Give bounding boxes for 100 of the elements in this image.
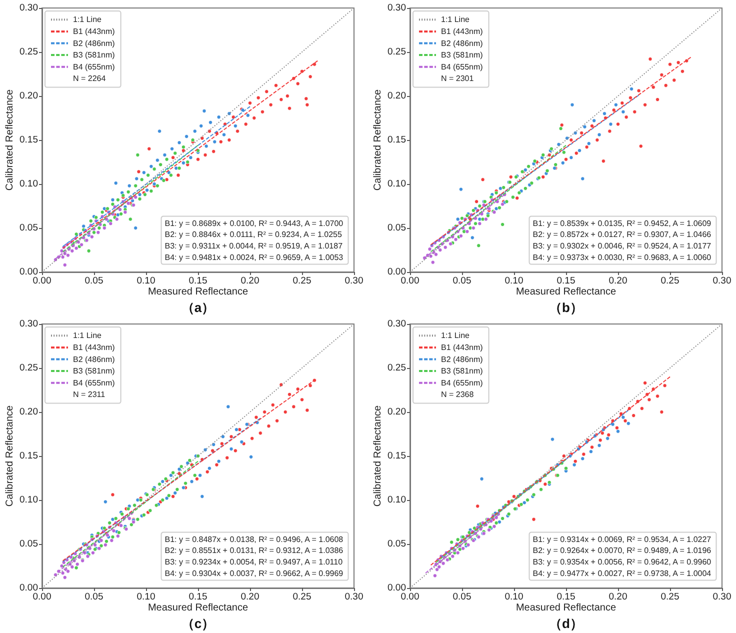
x-tick-label: 0.10 — [504, 276, 524, 286]
annotation: B4: y = 0.9304x + 0.0037, R² = 0.9662, A = 0.9969 — [164, 568, 344, 578]
annotation: B4: y = 0.9477x + 0.0027, R² = 0.9738, A = 1.0004 — [532, 568, 712, 578]
x-axis-title: Measured Reflectance — [148, 602, 248, 614]
x-tick-label: 0.15 — [556, 592, 576, 602]
x-tick-label: 0.20 — [608, 592, 628, 602]
annotation: B3: y = 0.9302x + 0.0046, R² = 0.9524, A = 1.0177 — [532, 242, 712, 251]
x-tick-label: 0.15 — [188, 276, 208, 286]
annotation: B2: y = 0.8572x + 0.0127, R² = 0.9307, A = 1.0466 — [532, 230, 712, 240]
legend-label: B4 (655nm) — [441, 378, 484, 388]
x-tick-label: 0.05 — [452, 592, 472, 602]
annotation: B4: y = 0.9373x + 0.0030, R² = 0.9683, A = 1.0060 — [532, 252, 712, 262]
y-tick-label: 0.15 — [388, 450, 406, 462]
y-axis-title: Calibrated Reflectance — [372, 88, 384, 191]
legend-label: B2 (486nm) — [441, 38, 484, 48]
annotation: N = 2368 — [441, 390, 474, 400]
y-tick-label: 0.30 — [388, 318, 406, 330]
legend-label: B1 (443nm) — [441, 26, 484, 36]
legend-label: B2 (486nm) — [441, 354, 484, 364]
legend-label: B4 (655nm) — [73, 378, 116, 388]
y-tick-label: 0.25 — [20, 362, 38, 374]
x-tick-label: 0.20 — [240, 276, 260, 286]
legend-label: B1 (443nm) — [73, 342, 116, 352]
text: （b） — [549, 300, 583, 315]
x-tick-label: 0.30 — [712, 276, 732, 286]
legend-label: B4 (655nm) — [441, 62, 484, 72]
y-tick-label: 0.20 — [388, 90, 406, 102]
x-tick-label: 0.05 — [84, 276, 104, 286]
legend-label: B2 (486nm) — [73, 38, 116, 48]
y-axis-title: Calibrated Reflectance — [4, 404, 16, 507]
x-tick-label: 0.25 — [292, 276, 312, 286]
y-tick-label: 0.00 — [20, 582, 38, 594]
annotation: B2: y = 0.8846x + 0.0111, R² = 0.9234, A = 1.0255 — [164, 230, 342, 240]
legend-label: B3 (581nm) — [441, 366, 484, 376]
x-tick-label: 0.20 — [240, 592, 260, 602]
annotation: B3: y = 0.9354x + 0.0056, R² = 0.9642, A = 0.9960 — [532, 558, 712, 567]
x-tick-label: 0.25 — [660, 276, 680, 286]
y-tick-label: 0.00 — [388, 582, 406, 594]
annotation: B3: y = 0.9234x + 0.0054, R² = 0.9497, A = 1.0110 — [164, 558, 344, 567]
legend-label: B1 (443nm) — [73, 26, 116, 36]
x-tick-label: 0.25 — [292, 592, 312, 602]
y-tick-label: 0.10 — [20, 178, 38, 190]
legend-label: 1:1 Line — [441, 15, 470, 24]
legend-label: B3 (581nm) — [73, 366, 116, 376]
annotation: B1: y = 0.8539x + 0.0135, R² = 0.9452, A = 1.0609 — [532, 218, 712, 228]
annotation: N = 2301 — [441, 74, 474, 84]
y-tick-label: 0.05 — [388, 222, 406, 234]
x-tick-label: 0.10 — [136, 592, 156, 602]
text: （c） — [181, 616, 215, 631]
y-tick-label: 0.00 — [388, 266, 406, 278]
x-tick-label: 0.00 — [32, 276, 52, 286]
x-tick-label: 0.20 — [608, 276, 628, 286]
annotation: N = 2264 — [73, 74, 106, 84]
x-tick-label: 0.30 — [712, 592, 732, 602]
x-tick-label: 0.15 — [188, 592, 208, 602]
y-tick-label: 0.05 — [388, 538, 406, 550]
y-tick-label: 0.05 — [20, 538, 38, 550]
y-tick-label: 0.15 — [388, 134, 406, 146]
x-tick-label: 0.30 — [344, 276, 364, 286]
annotation: B3: y = 0.9311x + 0.0044, R² = 0.9519, A = 1.0187 — [164, 242, 344, 251]
y-tick-label: 0.30 — [388, 2, 406, 14]
y-tick-label: 0.20 — [388, 406, 406, 418]
annotation: N = 2311 — [73, 390, 106, 400]
x-tick-label: 0.00 — [400, 276, 420, 286]
y-tick-label: 0.15 — [20, 134, 38, 146]
annotation: B1: y = 0.8689x + 0.0100, R² = 0.9443, A = 1.0700 — [164, 218, 344, 228]
x-tick-label: 0.00 — [400, 592, 420, 602]
x-tick-label: 0.05 — [84, 592, 104, 602]
annotation: B4: y = 0.9481x + 0.0024, R² = 0.9659, A = 1.0053 — [164, 252, 344, 262]
x-tick-label: 0.15 — [556, 276, 576, 286]
y-tick-label: 0.05 — [20, 222, 38, 234]
x-tick-label: 0.25 — [660, 592, 680, 602]
annotation: B1: y = 0.8487x + 0.0138, R² = 0.9496, A = 1.0608 — [164, 534, 344, 544]
y-axis-title: Calibrated Reflectance — [372, 404, 384, 507]
y-tick-label: 0.10 — [388, 178, 406, 190]
x-axis-title: Measured Reflectance — [516, 602, 616, 614]
y-tick-label: 0.00 — [20, 266, 38, 278]
y-tick-label: 0.10 — [388, 494, 406, 506]
x-tick-label: 0.10 — [504, 592, 524, 602]
y-tick-label: 0.25 — [388, 362, 406, 374]
x-tick-label: 0.30 — [344, 592, 364, 602]
y-tick-label: 0.20 — [20, 90, 38, 102]
text: （a） — [181, 300, 215, 315]
y-tick-label: 0.15 — [20, 450, 38, 462]
x-tick-label: 0.00 — [32, 592, 52, 602]
legend-label: 1:1 Line — [73, 331, 102, 340]
annotation: B2: y = 0.9264x + 0.0070, R² = 0.9489, A = 1.0196 — [532, 546, 712, 556]
y-tick-label: 0.20 — [20, 406, 38, 418]
legend-label: 1:1 Line — [441, 331, 470, 340]
y-tick-label: 0.30 — [20, 318, 38, 330]
x-axis-title: Measured Reflectance — [148, 286, 248, 298]
annotation: B2: y = 0.8551x + 0.0131, R² = 0.9312, A = 1.0386 — [164, 546, 344, 556]
y-tick-label: 0.10 — [20, 494, 38, 506]
legend-label: B2 (486nm) — [73, 354, 116, 364]
y-tick-label: 0.30 — [20, 2, 38, 14]
x-tick-label: 0.05 — [452, 276, 472, 286]
x-tick-label: 0.10 — [136, 276, 156, 286]
legend-label: 1:1 Line — [73, 15, 102, 24]
annotation: B1: y = 0.9314x + 0.0069, R² = 0.9534, A = 1.0227 — [532, 534, 712, 544]
text: （d） — [549, 616, 583, 631]
